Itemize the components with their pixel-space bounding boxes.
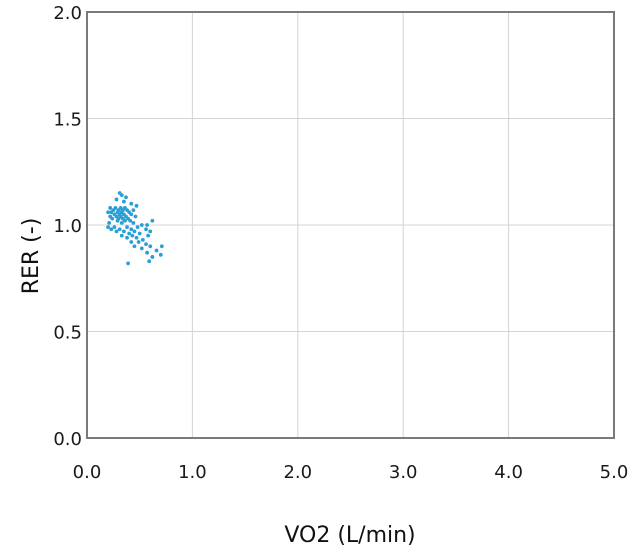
x-axis-label: VO2 (L/min): [284, 523, 415, 548]
data-point: [135, 225, 140, 230]
data-point: [145, 223, 149, 227]
data-point: [154, 248, 159, 253]
data-point: [121, 199, 126, 204]
data-point: [131, 208, 136, 212]
data-point: [112, 225, 117, 230]
data-point: [126, 261, 131, 266]
data-point: [129, 227, 134, 232]
data-point: [106, 210, 110, 215]
data-point: [129, 212, 134, 217]
data-point: [139, 246, 144, 251]
y-tick-label: 2.0: [53, 3, 82, 24]
x-tick-label: 4.0: [494, 462, 523, 483]
data-point: [125, 235, 129, 240]
data-point: [132, 244, 137, 249]
data-point: [136, 240, 141, 244]
x-tick-label: 0.0: [73, 462, 102, 483]
data-point: [159, 244, 164, 249]
data-point: [109, 210, 114, 215]
gridlines: [87, 12, 614, 438]
data-point: [137, 231, 142, 236]
data-point: [144, 242, 148, 247]
y-tick-label: 0.5: [53, 323, 82, 344]
data-point: [119, 233, 124, 238]
data-point: [146, 233, 151, 238]
x-tick-label: 5.0: [600, 462, 629, 483]
data-point: [134, 203, 139, 208]
data-point: [106, 225, 110, 230]
data-point: [158, 252, 163, 257]
data-point: [139, 223, 144, 227]
x-tick-label: 1.0: [178, 462, 207, 483]
data-point: [128, 218, 133, 223]
data-point: [108, 206, 113, 210]
data-point: [148, 229, 153, 234]
data-point: [125, 225, 129, 230]
data-point: [117, 227, 122, 232]
tick-labels: 0.0 1.0 2.0 3.0 4.0 5.0 0.0 0.5 1.0 1.5 2.0: [53, 3, 628, 483]
data-point: [130, 233, 135, 238]
data-point: [114, 229, 119, 234]
data-point: [150, 255, 155, 259]
data-point: [107, 220, 112, 225]
data-point: [131, 220, 136, 225]
data-point: [121, 229, 126, 234]
data-point: [119, 193, 124, 198]
data-point: [110, 216, 115, 221]
data-point: [115, 218, 120, 223]
x-tick-label: 3.0: [389, 462, 418, 483]
data-point: [145, 250, 149, 255]
y-tick-label: 1.5: [53, 110, 82, 131]
plot-area-frame: [86, 11, 615, 439]
x-tick-label: 2.0: [283, 462, 312, 483]
data-point: [133, 214, 138, 219]
data-point: [148, 244, 153, 249]
data-point: [114, 197, 119, 202]
data-point: [132, 229, 137, 234]
data-point: [109, 227, 114, 232]
data-point: [147, 259, 152, 264]
data-point: [129, 240, 134, 244]
data-point: [119, 220, 124, 225]
data-point: [144, 227, 148, 232]
y-tick-label: 0.0: [53, 429, 82, 450]
data-point: [140, 238, 145, 242]
data-point: [123, 218, 127, 223]
data-point: [129, 201, 134, 206]
data-point: [150, 218, 155, 223]
data-point: [134, 235, 139, 240]
y-axis-label: RER (-): [19, 218, 44, 295]
data-point: [127, 231, 132, 236]
data-point: [124, 195, 128, 200]
data-points: [106, 191, 164, 266]
y-tick-label: 1.0: [53, 216, 82, 237]
